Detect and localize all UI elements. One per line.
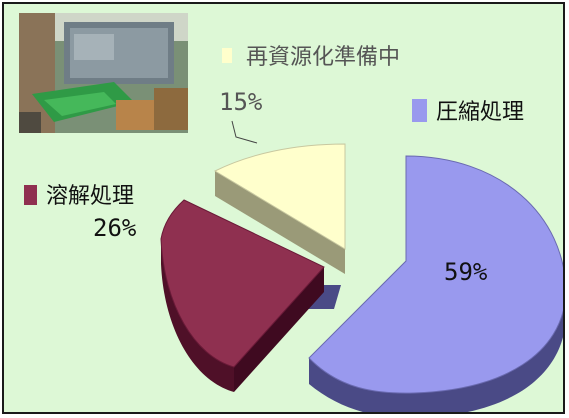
slice-dissolution [160, 199, 325, 368]
legend-marker-dissolution [24, 185, 37, 205]
chart-frame: 再資源化準備中 15% 圧縮処理 溶解処理 26% 59% [2, 2, 565, 414]
pie-slices [160, 143, 563, 394]
pct-label-dissolution: 26% [93, 214, 137, 242]
pie-sides [161, 171, 563, 412]
legend-label-recycling: 再資源化準備中 [246, 45, 400, 70]
slice-side-recycling [215, 171, 345, 274]
pct-label-compression: 59% [444, 258, 488, 286]
slice-side-compression [309, 311, 563, 412]
legend-marker-compression [412, 99, 427, 122]
slice-compression [308, 155, 563, 394]
machine-photo [19, 13, 188, 133]
legend-label-dissolution: 溶解処理 [46, 184, 134, 209]
legend-label-compression: 圧縮処理 [436, 100, 524, 125]
slice-side-dissolution [161, 239, 234, 392]
legend-marker-recycling [222, 48, 232, 63]
slice-side-dissolution-cut [234, 267, 324, 392]
pct-label-recycling: 15% [219, 88, 263, 116]
leader-line [231, 120, 258, 144]
pie-chart: 再資源化準備中 15% 圧縮処理 溶解処理 26% 59% [19, 13, 563, 412]
slice-recycling [213, 143, 346, 250]
